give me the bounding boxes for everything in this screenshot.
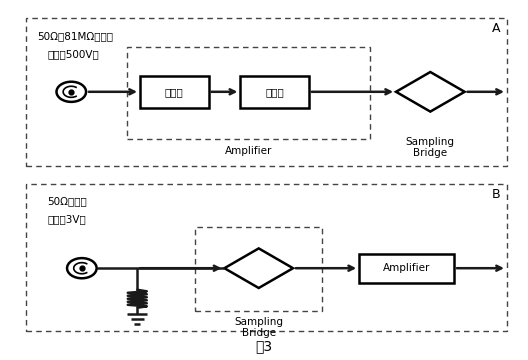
Polygon shape [396, 72, 465, 112]
Bar [359, 254, 454, 283]
Text: A: A [492, 22, 501, 35]
Text: 衰减器: 衰减器 [265, 87, 284, 97]
Text: Sampling
Bridge: Sampling Bridge [406, 137, 455, 158]
Circle shape [67, 258, 97, 278]
Circle shape [56, 82, 86, 102]
Bar [140, 76, 209, 108]
Text: 图3: 图3 [256, 339, 272, 353]
Text: 50Ω或81MΩ输入端: 50Ω或81MΩ输入端 [37, 31, 113, 41]
Bar [195, 227, 322, 311]
Text: B: B [492, 188, 501, 201]
Text: （最大3V）: （最大3V） [48, 215, 86, 225]
Text: 衰减器: 衰减器 [165, 87, 184, 97]
Text: （最大500V）: （最大500V） [48, 49, 99, 59]
Text: Amplifier: Amplifier [383, 263, 430, 273]
Text: Sampling
Bridge: Sampling Bridge [234, 317, 283, 338]
Bar [127, 47, 370, 139]
Text: 50Ω输入端: 50Ω输入端 [48, 197, 87, 207]
Bar [240, 76, 309, 108]
Bar [26, 184, 507, 331]
Text: Amplifier: Amplifier [224, 146, 272, 156]
Bar [26, 18, 507, 166]
Polygon shape [224, 248, 293, 288]
